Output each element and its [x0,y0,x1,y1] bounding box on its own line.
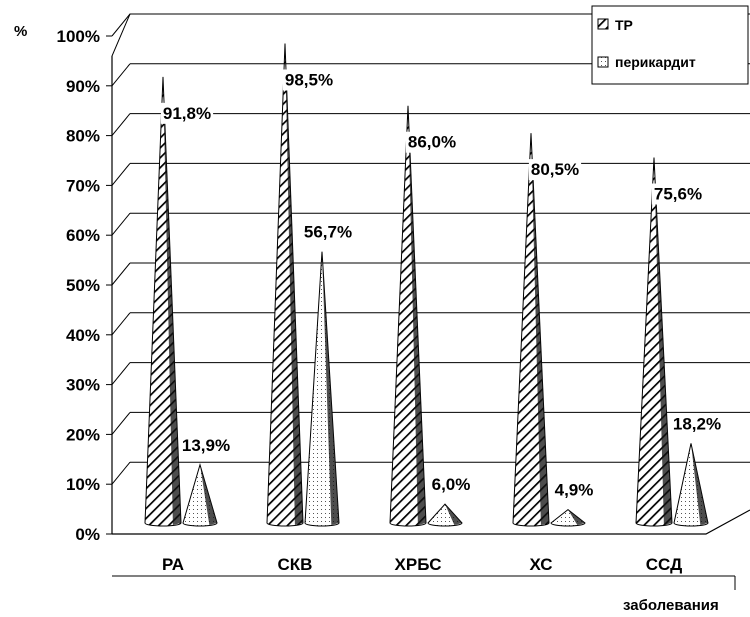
chart-floor [112,509,750,535]
category-label: ХРБС [395,555,442,574]
data-label: 86,0% [408,133,456,152]
legend-box [591,5,749,85]
data-label: 98,5% [285,70,333,89]
cone-tr [389,105,427,527]
data-label-bg [405,131,459,153]
cone-pericarditis-shade [568,509,585,525]
gridline [111,312,131,336]
cone-pericarditis [304,251,340,527]
x-axis-categories: РА СКВ ХРБС ХС ССД [162,555,682,574]
data-label-bg [670,413,724,435]
cone-tr-shade [531,133,549,526]
y-tick-label: 100% [57,27,100,46]
gridline [111,163,131,186]
cone-tr [635,157,673,527]
cone-pericarditis-shade [200,464,217,525]
data-label: 91,8% [163,104,211,123]
gridline [111,262,131,286]
data-labels: 91,8% 98,5% 86,0% 80,5% 75,6% 13,9% 56,7% 6,0% 4… [160,69,724,501]
cone-pericarditis-shade [445,504,462,525]
data-label: 56,7% [304,223,352,242]
legend: ТР перикардит [591,5,749,85]
cone-tr-shade [285,43,303,525]
cone-tr-shade [408,105,426,525]
cone-pericarditis [182,462,218,527]
cone-pericarditis-shade [691,443,708,525]
cone-pericarditis-shade [322,251,339,525]
cone-pericarditis [550,508,586,527]
legend-swatch-pericarditis [597,56,609,68]
data-label: 18,2% [673,414,721,433]
data-label-bg [282,69,336,91]
data-label: 75,6% [654,185,702,204]
legend-swatch-tr [597,18,609,30]
y-tick-label: 10% [66,475,100,494]
data-label: 4,9% [555,481,594,500]
legend-label-tr: ТР [615,17,633,33]
data-label: 80,5% [531,160,579,179]
y-tick-label: 70% [66,176,100,195]
gridline [111,212,131,236]
data-label-bg [429,474,473,496]
category-label: ХС [530,555,553,574]
category-label: ССД [646,555,682,574]
cone-tr-shade [654,157,672,525]
y-tick-label: 20% [66,425,100,444]
data-label-bg [301,221,355,243]
x-axis-label: заболевания [623,597,719,614]
data-label-bg [552,479,596,501]
category-label: СКВ [278,555,313,574]
y-tick-label: 30% [66,376,100,395]
data-label-bg [179,434,233,456]
gridline [111,63,131,87]
cone-tr-shade [163,76,181,525]
cone-pericarditis [673,443,709,527]
gridline [111,412,131,435]
series-tr [144,43,673,527]
y-tick-label: 60% [66,226,100,245]
data-label-bg [528,159,582,181]
y-tick-label: 0% [75,525,100,544]
data-label: 13,9% [182,436,230,455]
legend-label-pericarditis: перикардит [615,54,696,70]
gridline [111,113,131,136]
y-axis-label: % [14,23,27,40]
gridlines [111,13,750,485]
y-tick-label: 90% [66,77,100,96]
gridline [111,13,131,37]
data-label-bg [651,183,705,205]
category-label: РА [162,555,184,574]
cone-tr [266,43,304,527]
series-pericarditis [182,251,709,527]
data-label: 6,0% [432,475,471,494]
cone-tr [144,76,182,527]
data-label-bg [160,102,214,124]
cone-tr [512,133,550,527]
y-tick-label: 50% [66,276,100,295]
gridline [111,362,131,385]
cone-pericarditis [427,503,463,527]
y-tick-label: 40% [66,326,100,345]
y-tick-label: 80% [66,127,100,146]
y-axis-ticks: 0% 10% 20% 30% 40% 50% 60% 70% 80% 90% 100% [57,27,112,544]
gridline [111,461,131,485]
